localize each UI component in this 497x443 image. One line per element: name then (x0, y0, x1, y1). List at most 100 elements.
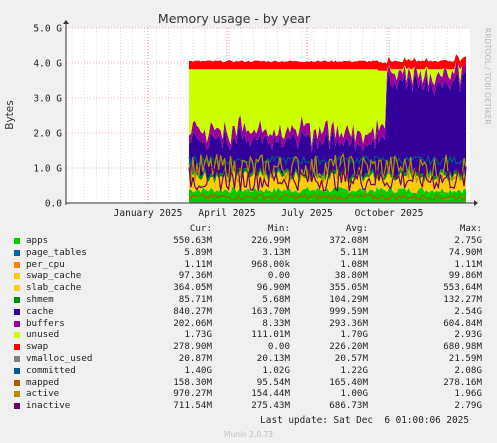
legend-cur-value: 364.05M (173, 282, 212, 294)
legend-min-value: 111.01M (251, 329, 290, 341)
legend-max-value: 99.86M (448, 270, 482, 282)
overlay-lines (188, 153, 467, 203)
legend-cur-value: 550.63M (173, 235, 212, 246)
legend-cur-value: 1.11M (184, 258, 212, 270)
legend-avg-value: 355.05M (329, 282, 368, 294)
legend-max-value: 604.84M (443, 317, 482, 329)
legend-swatch (14, 355, 20, 362)
legend-min-value: 96.90M (256, 282, 290, 294)
legend-swatch (14, 249, 20, 256)
legend-row-swap_cache: swap_cache 97.36M 0.00 38.80M 99.86M (14, 270, 486, 282)
legend-avg-value: 165.40M (329, 376, 368, 388)
legend-max-value: 2.08G (454, 364, 482, 376)
legend-series-name: shmem (26, 293, 54, 305)
legend-cur-value: 1.40G (184, 364, 212, 376)
legend-max-value: 2.75G (454, 235, 482, 246)
legend-row-vmalloc_used: vmalloc_used 20.87M 20.13M 20.57M 21.59M (14, 353, 486, 365)
x-tick-label: July 2025 (281, 208, 332, 219)
legend-max-value: 1.11M (454, 258, 482, 270)
legend-row-per_cpu: per_cpu 1.11M 968.00k 1.08M 1.11M (14, 259, 486, 271)
line-active (188, 153, 467, 184)
legend-cur-value: 1.73G (184, 329, 212, 341)
y-tick-label: 1.0 G (33, 164, 62, 175)
legend-row-cache: cache 840.27M 163.70M 999.59M 2.54G (14, 306, 486, 318)
legend-min-value: 5.68M (262, 293, 290, 305)
legend-cur-value: 5.89M (184, 246, 212, 258)
legend-header-cur: Cur: (189, 223, 212, 234)
legend-max-value: 74.90M (448, 246, 482, 258)
legend-max-value: 1.96G (454, 388, 482, 400)
legend-min-value: 226.99M (251, 235, 290, 246)
line-mapped (188, 193, 467, 202)
legend-avg-value: 38.80M (334, 270, 368, 282)
legend-swatch (14, 391, 20, 398)
legend-series-name: apps (26, 235, 49, 246)
legend-max-value: 21.59M (448, 352, 482, 364)
legend-cur-value: 97.36M (178, 270, 212, 282)
legend-swatch (14, 332, 20, 339)
y-tick-label: 4.0 G (33, 59, 62, 70)
legend-avg-value: 1.00G (340, 388, 368, 400)
legend-row-committed: committed 1.40G 1.02G 1.22G 2.08G (14, 365, 486, 377)
legend-avg-value: 104.29M (329, 293, 368, 305)
legend-cur-value: 840.27M (173, 305, 212, 317)
rrdtool-side-label: RRDTOOL / TOBI OETIKER (483, 28, 492, 125)
area-buffers (189, 61, 466, 153)
legend-min-value: 3.13M (262, 246, 290, 258)
legend-header-min: Min: (267, 223, 290, 234)
legend-swatch (14, 403, 20, 410)
y-tick-label: 2.0 G (33, 129, 62, 140)
legend-avg-value: 1.08M (340, 258, 368, 270)
legend-series-name: page_tables (26, 246, 87, 258)
legend-avg-value: 999.59M (329, 305, 368, 317)
legend-cur-value: 158.30M (173, 376, 212, 388)
axes: 0.0 1.0 G 2.0 G 3.0 G 4.0 G 5.0 G January 2025… (33, 20, 478, 219)
legend-min-value: 95.54M (256, 376, 290, 388)
legend-series-name: active (26, 388, 60, 400)
legend-series-name: slab_cache (26, 282, 82, 294)
legend-series-name: swap (26, 341, 49, 353)
legend-avg-value: 5.11M (340, 246, 368, 258)
legend-row-buffers: buffers 202.06M 8.33M 293.36M 604.84M (14, 318, 486, 330)
legend-series-name: inactive (26, 400, 71, 412)
legend-swatch (14, 261, 20, 268)
chart-title: Memory usage - by year (158, 11, 311, 26)
legend-swatch (14, 320, 20, 327)
last-update-text: Last update: Sat Dec 6 01:00:06 2025 (260, 415, 469, 426)
legend-series-name: swap_cache (26, 270, 82, 282)
legend-min-value: 0.00 (267, 270, 290, 282)
legend-avg-value: 1.70G (340, 329, 368, 341)
legend-min-value: 275.43M (251, 400, 290, 412)
legend-row-unused: unused 1.73G 111.01M 1.70G 2.93G (14, 329, 486, 341)
legend-swatch (14, 273, 20, 280)
legend-cur-value: 85.71M (178, 293, 212, 305)
legend-series-name: unused (26, 329, 60, 341)
legend-max-value: 2.54G (454, 305, 482, 317)
legend-avg-value: 1.22G (340, 364, 368, 376)
legend-row-apps: apps 550.63M 226.99M 372.08M 2.75G (14, 235, 486, 247)
legend-avg-value: 293.36M (329, 317, 368, 329)
y-tick-label: 0.0 (45, 199, 62, 210)
x-axis-arrow (474, 200, 478, 206)
legend-min-value: 0.00 (267, 341, 290, 353)
x-tick-label: January 2025 (114, 208, 183, 219)
legend-swatch (14, 238, 20, 244)
x-tick-label: April 2025 (198, 208, 255, 219)
legend-series-name: buffers (26, 317, 65, 329)
legend-cur-value: 278.90M (173, 341, 212, 353)
legend-min-value: 163.70M (251, 305, 290, 317)
legend-avg-value: 20.57M (334, 352, 368, 364)
legend-series-name: per_cpu (26, 258, 65, 270)
legend-cur-value: 202.06M (173, 317, 212, 329)
legend-rows: apps 550.63M 226.99M 372.08M 2.75G page_table… (14, 235, 486, 412)
legend-avg-value: 372.08M (329, 235, 368, 246)
legend-swatch (14, 379, 20, 386)
legend-row-mapped: mapped 158.30M 95.54M 165.40M 278.16M (14, 377, 486, 389)
x-tick-label: October 2025 (355, 208, 424, 219)
legend-series-name: mapped (26, 376, 60, 388)
y-tick-label: 5.0 G (33, 24, 62, 35)
legend-cur-value: 970.27M (173, 388, 212, 400)
area-swap (189, 54, 466, 71)
legend-min-value: 1.02G (262, 364, 290, 376)
legend-max-value: 2.79G (454, 400, 482, 412)
